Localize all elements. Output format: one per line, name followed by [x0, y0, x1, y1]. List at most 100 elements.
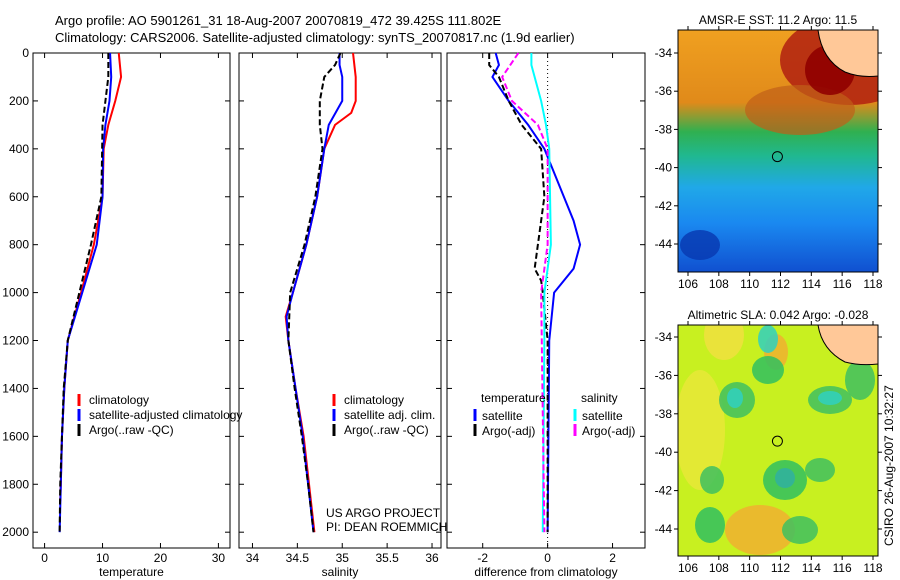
legend-label: climatology — [89, 393, 149, 407]
x-tick-label: 34 — [246, 551, 260, 565]
x-tick-label: 118 — [863, 277, 882, 291]
legend-label: satellite — [482, 409, 523, 423]
series-line-satellite-adj-clim- — [285, 53, 344, 533]
x-tick-label: 110 — [740, 277, 759, 291]
profile-panel-0: 0 10 20 30 temperature 0 200 400 600 800 1000 1200 1… — [2, 46, 242, 579]
y-tick-label: 400 — [9, 142, 29, 156]
x-tick-label: -2 — [477, 551, 488, 565]
x-tick-label: 112 — [771, 277, 790, 291]
y-tick-label: -34 — [655, 46, 673, 60]
map-frame — [677, 29, 879, 273]
legend-label: Argo(-adj) — [482, 424, 535, 438]
series-line-salinity-argo-adj- — [501, 52, 549, 533]
map-image — [678, 325, 878, 556]
x-axis-label: difference from climatology — [474, 565, 617, 579]
x-tick-label: 2 — [609, 551, 616, 565]
series-line-temperature-satellite — [491, 52, 582, 533]
legend-label: satellite adj. clim. — [344, 408, 435, 422]
legend-header: salinity — [581, 391, 618, 405]
argo-location-marker — [771, 151, 783, 163]
axes-frame — [238, 52, 442, 549]
sla-blob — [758, 325, 778, 353]
sla-blob — [727, 388, 743, 408]
x-tick-label: 110 — [740, 561, 759, 575]
x-tick-label: 118 — [863, 561, 882, 575]
series-line-argo-raw-qc- — [58, 53, 110, 533]
sla-blob — [678, 370, 725, 490]
map-frame — [677, 324, 879, 557]
x-tick-label: 108 — [709, 277, 729, 291]
y-tick-label: -36 — [655, 84, 673, 98]
y-tick-label: 1200 — [2, 334, 29, 348]
sla-blob — [695, 507, 725, 543]
y-tick-label: 0 — [22, 46, 29, 60]
x-tick-label: 108 — [709, 561, 729, 575]
y-tick-label: -38 — [655, 407, 673, 421]
legend-label: climatology — [344, 393, 404, 407]
sla-blob — [782, 516, 818, 544]
sla-blob — [704, 325, 744, 360]
y-tick-label: 1000 — [2, 286, 29, 300]
x-tick-label: 10 — [96, 551, 110, 565]
y-tick-label: 600 — [9, 190, 29, 204]
y-tick-label: -34 — [655, 330, 673, 344]
axes-frame — [446, 52, 646, 549]
sla-blob — [818, 391, 842, 405]
x-tick-label: 114 — [802, 561, 821, 575]
y-tick-label: -44 — [655, 237, 673, 251]
x-tick-label: 35 — [336, 551, 350, 565]
series-line-salinity-satellite — [530, 53, 552, 533]
cold-blob — [680, 230, 720, 260]
x-axis-label: salinity — [322, 565, 359, 579]
land-australia — [817, 325, 878, 366]
x-tick-label: 116 — [833, 561, 852, 575]
project-label: US ARGO PROJECT — [326, 506, 441, 520]
y-tick-label: -38 — [655, 122, 673, 136]
land-australia — [817, 30, 878, 77]
sla-blob — [725, 505, 795, 555]
x-tick-label: 34.5 — [286, 551, 310, 565]
legend-header: temperature — [481, 391, 546, 405]
y-tick-label: -36 — [655, 368, 673, 382]
y-tick-label: -44 — [655, 522, 673, 536]
warm-blob — [745, 85, 855, 135]
x-tick-label: 0 — [41, 551, 48, 565]
sla-blob — [752, 356, 784, 384]
map-title: AMSR-E SST: 11.2 Argo: 11.5 — [699, 13, 858, 27]
y-tick-label: 2000 — [2, 525, 29, 539]
x-tick-label: 0 — [544, 551, 551, 565]
sla-blob — [700, 466, 724, 494]
y-tick-label: 1800 — [2, 477, 29, 491]
x-tick-label: 30 — [212, 551, 226, 565]
sla-blob — [775, 468, 795, 488]
sla-blob — [805, 458, 835, 482]
pi-label: PI: DEAN ROEMMICH — [326, 520, 448, 534]
y-tick-label: -42 — [655, 199, 673, 213]
map-panel-sla: Altimetric SLA: 0.042 Argo: -0.028 106 108… — [655, 308, 883, 575]
x-tick-label: 112 — [771, 561, 790, 575]
map-title: Altimetric SLA: 0.042 Argo: -0.028 — [688, 308, 869, 322]
legend-label: satellite-adjusted climatology — [89, 408, 242, 422]
series-line-temperature-argo-adj- — [488, 53, 549, 533]
x-tick-label: 114 — [802, 277, 821, 291]
legend-label: Argo(-adj) — [582, 424, 635, 438]
title-line-1: Argo profile: AO 5901261_31 18-Aug-2007 … — [55, 13, 502, 28]
argo-location-marker — [771, 435, 783, 447]
x-tick-label: 20 — [154, 551, 168, 565]
y-tick-label: 200 — [9, 94, 29, 108]
map-image — [678, 30, 878, 272]
legend-label: Argo(..raw -QC) — [89, 423, 174, 437]
axes-frame — [32, 52, 231, 549]
legend-label: Argo(..raw -QC) — [344, 423, 429, 437]
y-tick-label: 1400 — [2, 381, 29, 395]
x-axis-label: temperature — [99, 565, 164, 579]
credit-label: CSIRO 26-Aug-2007 10:32:27 — [882, 385, 896, 546]
title-line-2: Climatology: CARS2006. Satellite-adjuste… — [55, 30, 575, 45]
y-tick-label: 1600 — [2, 429, 29, 443]
x-tick-label: 116 — [833, 277, 852, 291]
legend-label: satellite — [582, 409, 623, 423]
x-tick-label: 106 — [678, 561, 698, 575]
series-line-argo-raw-qc- — [287, 52, 342, 533]
y-tick-label: -40 — [655, 161, 673, 175]
